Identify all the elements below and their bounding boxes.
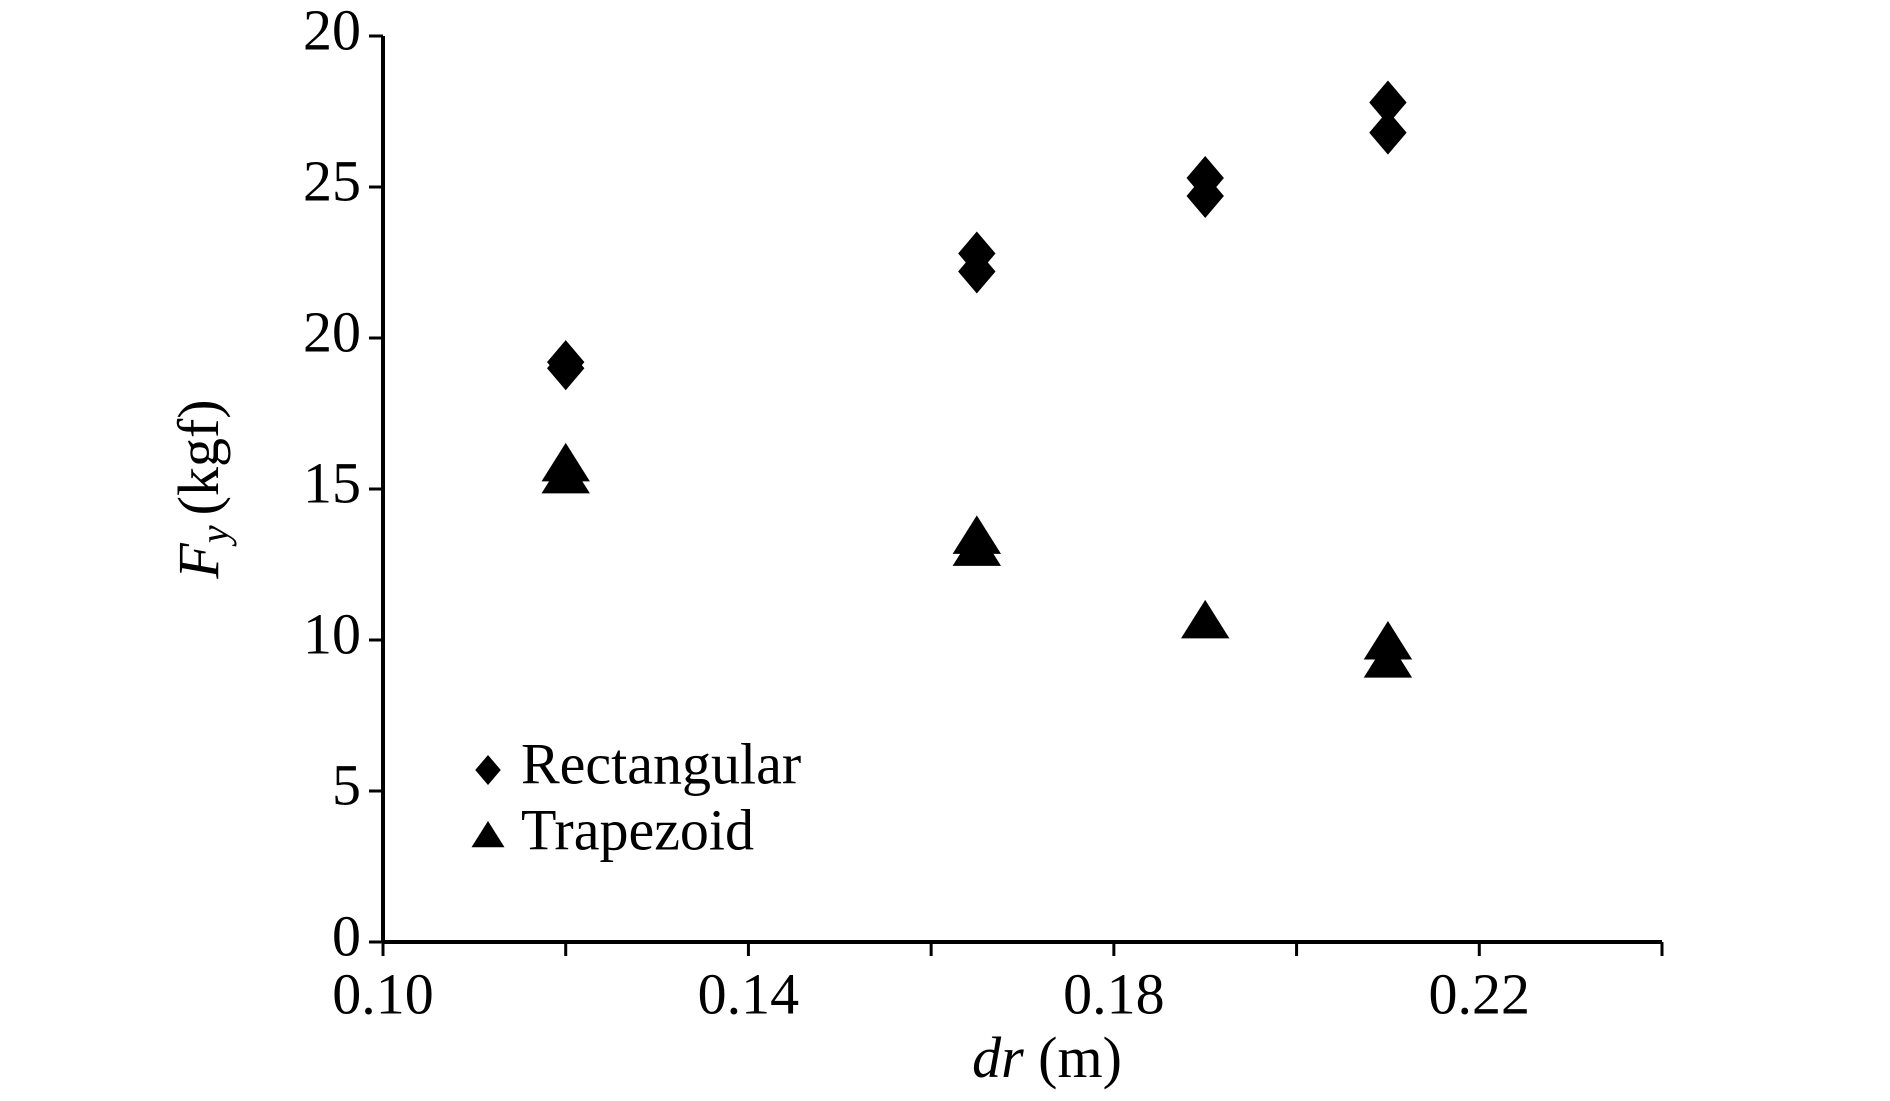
- marker: [541, 454, 590, 494]
- y-tick-label: 15: [303, 450, 361, 515]
- legend-marker: [471, 821, 505, 848]
- y-tick-label: 0: [332, 903, 361, 968]
- x-tick-label: 0.18: [1063, 961, 1165, 1026]
- y-label-unit: (kgf): [166, 399, 231, 515]
- marker: [1369, 110, 1407, 155]
- marker: [1181, 599, 1230, 639]
- marker: [952, 527, 1002, 566]
- y-tick-label: 5: [332, 752, 361, 817]
- y-tick-label: 20: [303, 299, 361, 364]
- y-axis-label: Fy (kgf): [166, 399, 237, 579]
- marker: [547, 346, 585, 391]
- marker: [1363, 639, 1413, 678]
- marker: [1186, 174, 1224, 219]
- x-tick-label: 0.10: [332, 961, 434, 1026]
- x-label-unit: (m): [1038, 1025, 1122, 1090]
- legend-label: Rectangular: [521, 731, 801, 796]
- y-tick-label: 10: [303, 601, 361, 666]
- x-axis-label: dr (m): [972, 1025, 1122, 1090]
- legend-label: Trapezoid: [521, 797, 754, 862]
- y-label-symbol: F: [166, 543, 231, 580]
- x-label-symbol: dr: [972, 1025, 1024, 1090]
- y-label-subscript: y: [192, 525, 237, 547]
- marker: [1369, 80, 1407, 125]
- y-tick-label: 25: [303, 148, 361, 213]
- marker: [958, 249, 996, 294]
- legend-marker: [475, 755, 501, 785]
- y-tick-label: 20: [303, 0, 361, 62]
- x-tick-label: 0.22: [1429, 961, 1531, 1026]
- x-tick-label: 0.14: [698, 961, 800, 1026]
